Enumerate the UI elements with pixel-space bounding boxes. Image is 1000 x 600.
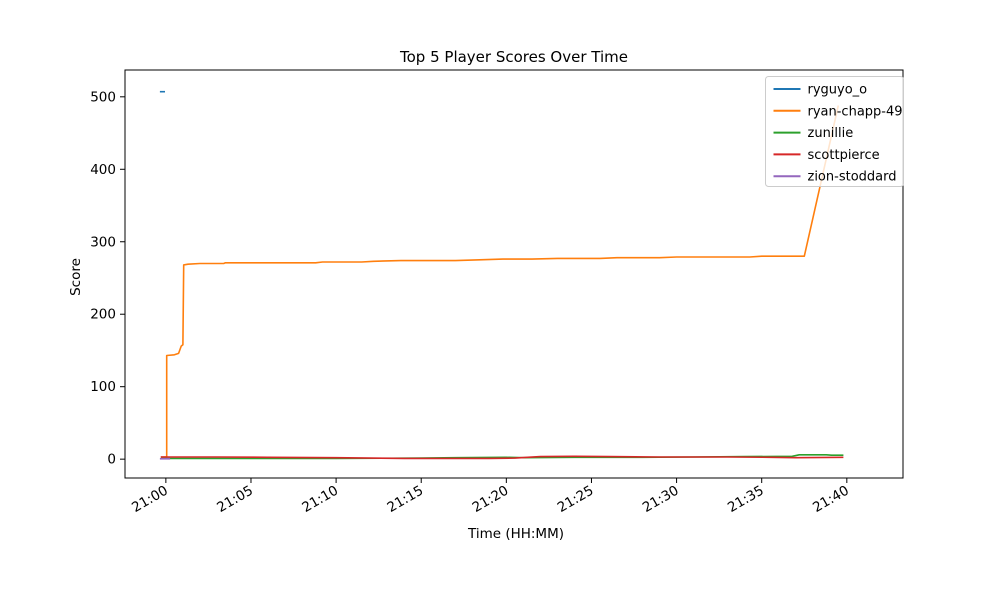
- x-tick-label: 21:05: [214, 483, 256, 516]
- x-tick-label: 21:10: [299, 483, 341, 516]
- legend-label-scottpierce: scottpierce: [808, 148, 880, 163]
- legend-label-ryguyo_o: ryguyo_o: [808, 83, 868, 98]
- chart-title: Top 5 Player Scores Over Time: [399, 48, 628, 66]
- plot-area: 0 100 200 300 400 500 21:00 21:05 21:10 21:15 21:2…: [90, 69, 904, 516]
- x-tick-label: 21:00: [129, 483, 171, 516]
- y-axis-label: Score: [68, 258, 84, 296]
- x-tick-label: 21:40: [810, 483, 852, 516]
- series-line-scottpierce: [160, 455, 844, 460]
- series-line-ryan-chapp-49: [160, 105, 840, 458]
- y-tick-label: 200: [90, 307, 116, 323]
- x-axis-label: Time (HH:MM): [467, 526, 564, 542]
- x-tick-label: 21:25: [555, 483, 597, 516]
- y-tick-label: 100: [90, 379, 116, 395]
- legend-label-ryan-chapp-49: ryan-chapp-49: [808, 104, 903, 119]
- y-tick-label: 500: [90, 89, 116, 105]
- x-tick-label: 21:15: [385, 483, 427, 516]
- legend-label-zunillie: zunillie: [808, 126, 854, 141]
- legend: [765, 76, 904, 187]
- y-tick-label: 300: [90, 234, 116, 250]
- legend-label-zion-stoddard: zion-stoddard: [808, 170, 897, 185]
- x-tick-label: 21:20: [470, 483, 512, 516]
- y-tick-label: 0: [107, 452, 116, 468]
- x-tick-label: 21:35: [725, 483, 767, 516]
- y-tick-label: 400: [90, 162, 116, 178]
- axes-spines: [124, 69, 904, 479]
- x-tick-label: 21:30: [640, 483, 682, 516]
